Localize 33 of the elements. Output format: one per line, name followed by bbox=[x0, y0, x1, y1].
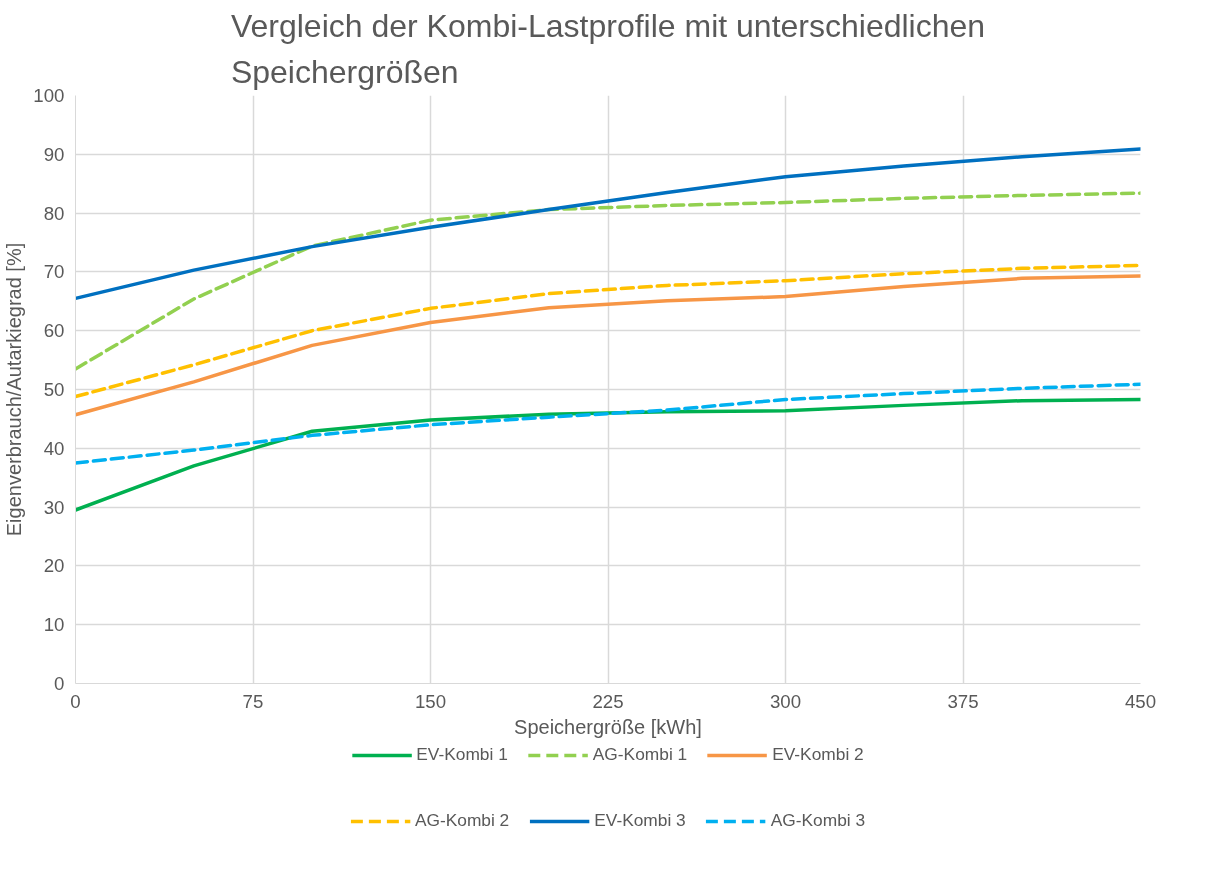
line-series bbox=[75, 191, 1141, 371]
y-tick-label: 70 bbox=[43, 261, 65, 283]
x-tick-label: 375 bbox=[947, 690, 979, 712]
y-tick-label: 0 bbox=[54, 673, 65, 694]
x-tick-label: 0 bbox=[70, 690, 81, 712]
line-series bbox=[75, 382, 1141, 465]
legend-label: EV-Kombi 2 bbox=[772, 744, 864, 765]
y-tick-label: 100 bbox=[33, 85, 65, 106]
y-tick-label: 20 bbox=[43, 555, 65, 577]
y-tick-label: 40 bbox=[43, 437, 65, 459]
legend-label: AG-Kombi 2 bbox=[414, 810, 510, 831]
legend-label: AG-Kombi 1 bbox=[592, 744, 688, 765]
y-tick-label: 30 bbox=[43, 496, 65, 518]
y-tick-label: 80 bbox=[43, 202, 65, 224]
y-tick-label: 10 bbox=[43, 614, 65, 636]
legend-label: AG-Kombi 3 bbox=[770, 810, 866, 831]
legend-label: EV-Kombi 1 bbox=[416, 744, 508, 765]
x-tick-label: 75 bbox=[242, 690, 264, 712]
x-tick-label: 225 bbox=[592, 690, 624, 712]
line-series bbox=[75, 147, 1141, 301]
y-axis-title: Eigenverbrauch/Autarkiegrad [%] bbox=[3, 242, 26, 537]
x-tick-label: 150 bbox=[414, 690, 447, 712]
y-tick-label: 90 bbox=[43, 143, 65, 165]
x-axis-title: Speichergröße [kWh] bbox=[514, 715, 702, 738]
y-tick-label: 50 bbox=[43, 379, 65, 400]
x-tick-label: 450 bbox=[1124, 690, 1157, 712]
x-tick-label: 300 bbox=[769, 690, 802, 712]
line-series bbox=[75, 263, 1141, 399]
line-series bbox=[75, 397, 1141, 512]
chart-title: Vergleich der Kombi-Lastprofile mit unterschiedlichen Speichergrößen bbox=[230, 7, 986, 91]
legend-label: EV-Kombi 3 bbox=[594, 810, 686, 831]
y-tick-label: 60 bbox=[43, 320, 65, 342]
line-series bbox=[75, 274, 1141, 417]
